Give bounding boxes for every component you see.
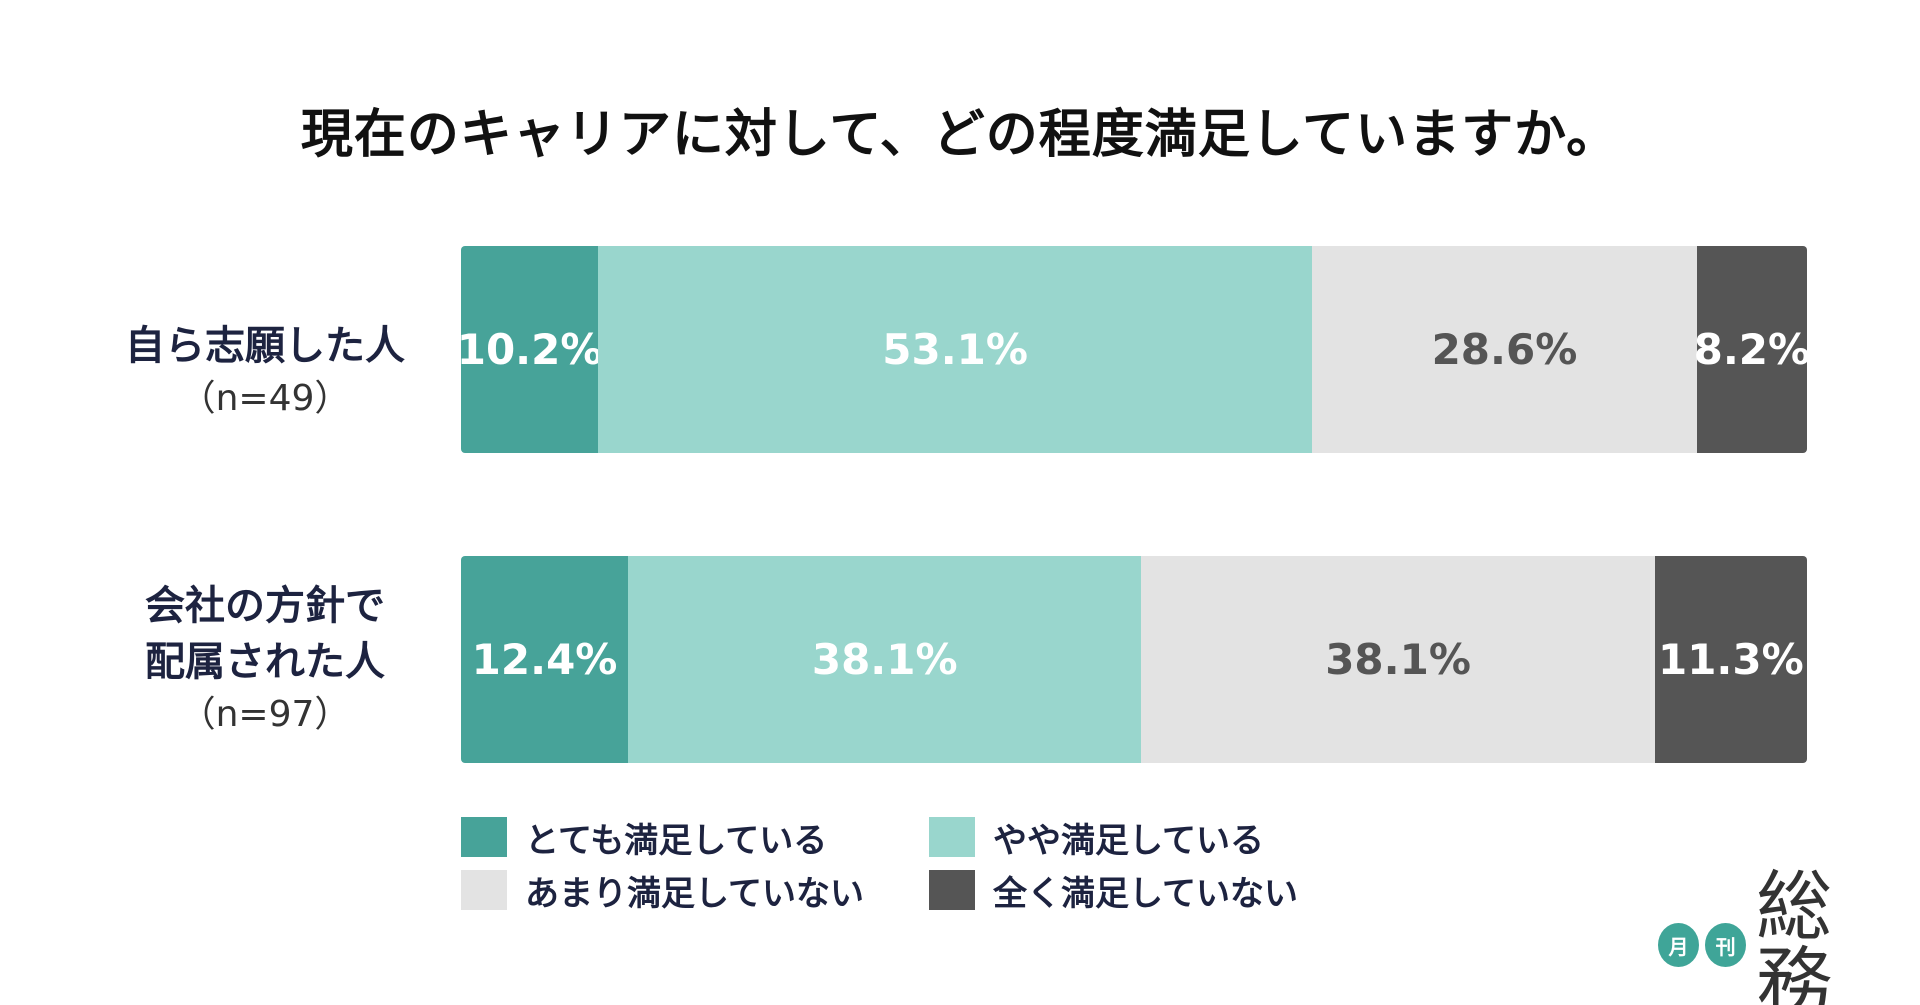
row-label-2-n: （n=97）: [179, 694, 351, 735]
legend-label: とても満足している: [525, 820, 828, 861]
publisher-logo: 月 刊 総務: [1658, 869, 1898, 1005]
logo-circle-2: 刊: [1705, 923, 1747, 967]
row-label-1-name: 自ら志願した人: [125, 323, 405, 369]
legend-item-somewhat-satisfied: やや満足している: [929, 815, 1264, 861]
legend-swatch: [461, 870, 507, 910]
segment-not-at-all-satisfied: 8.2%: [1693, 246, 1807, 453]
logo-circle-1: 月: [1658, 923, 1700, 967]
value-label: 38.1%: [811, 635, 958, 684]
legend-item-not-very-satisfied: あまり満足していない: [461, 868, 864, 914]
value-label: 8.2%: [1693, 325, 1807, 374]
legend-label: 全く満足していない: [993, 873, 1298, 914]
legend-swatch: [461, 817, 507, 857]
value-label: 38.1%: [1325, 635, 1471, 684]
row-label-1: 自ら志願した人 （n=49）: [90, 318, 440, 424]
segment-very-satisfied: 10.2%: [461, 246, 602, 453]
row-label-2: 会社の方針で 配属された人 （n=97）: [90, 578, 440, 740]
segment-somewhat-satisfied: 53.1%: [598, 246, 1313, 453]
chart-title: 現在のキャリアに対して、どの程度満足していますか。: [300, 105, 1620, 165]
segment-not-very-satisfied: 38.1%: [1141, 556, 1655, 763]
segment-somewhat-satisfied: 38.1%: [628, 556, 1142, 763]
bar-row-1: 10.2% 53.1% 28.6% 8.2%: [461, 246, 1807, 453]
value-label: 28.6%: [1431, 325, 1578, 374]
legend-label: あまり満足していない: [525, 873, 864, 914]
legend: とても満足している やや満足している あまり満足していない 全く満足していない: [461, 815, 1361, 925]
segment-not-very-satisfied: 28.6%: [1312, 246, 1697, 453]
value-label: 12.4%: [471, 635, 618, 684]
row-label-2-name-line2: 配属された人: [145, 639, 385, 685]
row-label-2-name-line1: 会社の方針で: [145, 583, 385, 629]
legend-label: やや満足している: [993, 820, 1264, 861]
value-label: 10.2%: [461, 325, 603, 374]
bar-row-2: 12.4% 38.1% 38.1% 11.3%: [461, 556, 1807, 763]
legend-swatch: [929, 870, 975, 910]
legend-swatch: [929, 817, 975, 857]
legend-item-not-at-all-satisfied: 全く満足していない: [929, 868, 1298, 914]
row-label-1-n: （n=49）: [179, 378, 351, 419]
segment-very-satisfied: 12.4%: [461, 556, 629, 763]
logo-word: 総務: [1756, 862, 1833, 1005]
segment-not-at-all-satisfied: 11.3%: [1654, 556, 1807, 763]
legend-item-very-satisfied: とても満足している: [461, 815, 828, 861]
value-label: 53.1%: [882, 325, 1028, 374]
value-label: 11.3%: [1657, 635, 1804, 684]
